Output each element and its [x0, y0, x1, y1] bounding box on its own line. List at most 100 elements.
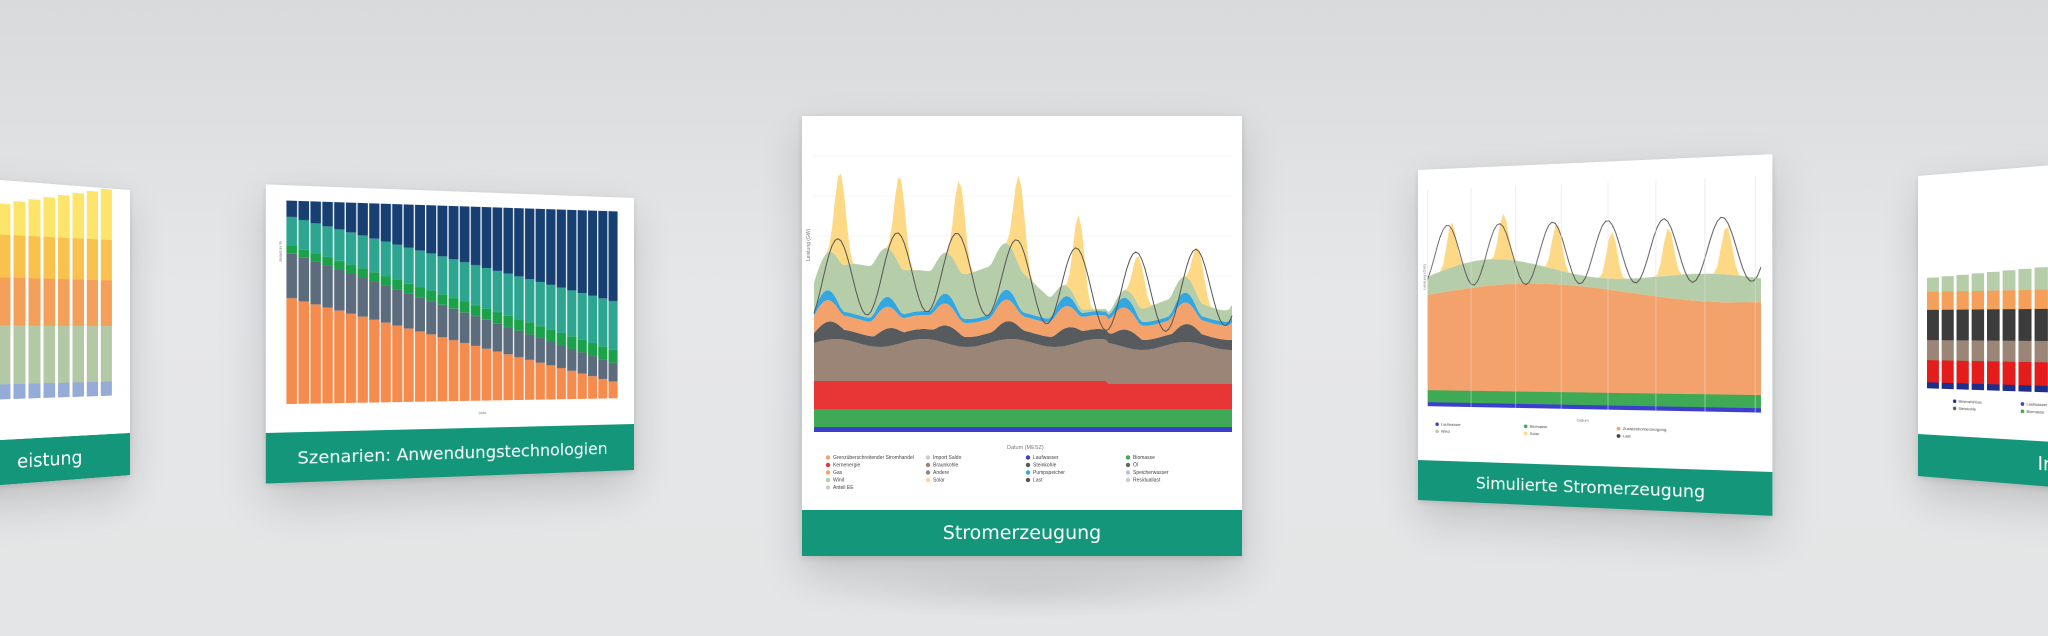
bar-segment	[310, 262, 321, 305]
card-caption: Simulierte Stromerzeugung	[1418, 460, 1772, 516]
card-caption-text: In	[2038, 452, 2048, 476]
legend-label: Kernenergie	[833, 463, 860, 469]
bar-segment	[0, 234, 10, 277]
card-caption-text: Simulierte Stromerzeugung	[1476, 473, 1705, 502]
gallery-card-szenarien[interactable]: Anteil in % Jahr Szenarien: Anwendungste…	[266, 184, 634, 483]
bar-segment	[334, 261, 344, 270]
bar-segment	[588, 376, 597, 399]
bar-segment	[1927, 340, 1939, 360]
bar-segment	[546, 330, 555, 342]
bar-segment	[381, 323, 391, 403]
bar-segment	[1957, 275, 1969, 292]
bar-segment	[1987, 309, 2000, 340]
legend-label: Zusatzstromerzeugung	[1623, 426, 1667, 432]
bar-segment	[322, 257, 332, 266]
bar-segment	[514, 319, 524, 331]
bar-segment	[557, 287, 566, 332]
bar-segment	[334, 270, 344, 311]
bar-segment	[13, 326, 25, 384]
bar-segment	[598, 346, 607, 359]
bar-segment	[437, 206, 447, 257]
bar-segment	[503, 316, 513, 328]
bar-segment	[609, 211, 618, 301]
bar-segment	[449, 259, 459, 298]
bar-segment	[2003, 362, 2016, 385]
bar-segment	[567, 336, 576, 348]
bar-segment	[1927, 277, 1939, 291]
bar-segment	[358, 268, 368, 277]
bar-segment	[1942, 383, 1954, 389]
bar-segment	[101, 326, 112, 382]
legend-label: Solar	[1530, 431, 1540, 437]
bar-segment	[87, 382, 98, 397]
bar-segment	[2003, 385, 2016, 392]
gallery-card-leistung[interactable]: eistung	[0, 175, 130, 489]
bar-segment	[310, 253, 321, 262]
bar-segment	[482, 320, 492, 349]
bar-segment	[13, 201, 25, 236]
bar-segment	[29, 278, 41, 326]
bar-segment	[415, 250, 425, 287]
bar-segment	[369, 282, 379, 320]
bar-segment	[1957, 361, 1969, 384]
bar-segment	[73, 382, 84, 397]
gallery-card-stromerzeugung[interactable]: Leistung (GW) Datum (MESZ) Grenzüberschr…	[802, 116, 1242, 556]
legend-label: Laufwasser	[1033, 455, 1059, 461]
bar-segment	[404, 329, 414, 402]
bar-segment	[2035, 386, 2048, 393]
bar-segment	[437, 294, 447, 305]
bar-segment	[2035, 309, 2048, 341]
bar-segment	[460, 343, 470, 401]
card-caption: Szenarien: Anwendungstechnologien	[266, 424, 634, 484]
y-axis-label: Leistung (GW)	[806, 228, 812, 261]
bar-segment	[358, 317, 368, 403]
bar-segment	[588, 356, 597, 376]
bar-segment	[101, 240, 112, 281]
bar-segment	[2018, 269, 2031, 290]
card-caption-text: Szenarien: Anwendungstechnologien	[297, 438, 607, 467]
legend-swatch	[2021, 402, 2025, 406]
bar-segment	[546, 285, 555, 330]
gallery-card-simulierte-stromerzeugung[interactable]: Leistung (GW) Datum Laufwasser Wind Biomas…	[1418, 154, 1772, 516]
bar-segment	[2035, 341, 2048, 363]
bar-segment	[1972, 273, 1984, 291]
legend-swatch	[1435, 429, 1438, 433]
bar-segment	[449, 298, 459, 309]
bar-segment	[426, 253, 436, 290]
bar-segment	[598, 359, 607, 379]
bar-segment	[567, 290, 576, 336]
bar-segment	[2018, 385, 2031, 392]
bar-segment	[101, 381, 112, 396]
bar-segment	[1987, 361, 2000, 384]
card-caption-text: Stromerzeugung	[943, 522, 1101, 544]
bar-segment	[404, 247, 414, 283]
legend-swatch	[926, 478, 930, 482]
legend-label: Import Saldo	[933, 455, 962, 461]
bar-segment	[0, 384, 10, 399]
svg-text:Anteil in %: Anteil in %	[277, 241, 283, 262]
legend-label: Wind	[833, 478, 845, 484]
bar-segment	[334, 229, 344, 261]
legend-swatch	[1953, 406, 1956, 410]
bar-segment	[415, 331, 425, 401]
card-thumbnail-100pct-bars: Anteil in % Jahr	[266, 184, 634, 428]
bar-segment	[298, 258, 309, 302]
bar-segment	[415, 297, 425, 331]
legend-swatch	[1126, 463, 1130, 467]
bar-segment	[460, 262, 470, 301]
bar-segment	[346, 232, 356, 264]
legend-swatch	[826, 470, 830, 474]
bar-segment	[415, 287, 425, 297]
bar-segment	[369, 272, 379, 282]
card-caption: eistung	[0, 433, 130, 490]
bar-segment	[557, 333, 566, 345]
bar-segment	[1927, 292, 1939, 310]
bar-segment	[358, 278, 368, 317]
legend-swatch	[1617, 427, 1621, 431]
bar-segment	[87, 280, 98, 326]
y-axis-label: Leistung (GW)	[1422, 263, 1427, 290]
bar-segment	[578, 373, 587, 398]
bar-segment	[2018, 362, 2031, 386]
bar-segment	[43, 237, 55, 279]
gallery-card-right-partial[interactable]: Mineralöl/Gas Laufwasser Steinkohle Biomass…	[1918, 160, 2048, 492]
